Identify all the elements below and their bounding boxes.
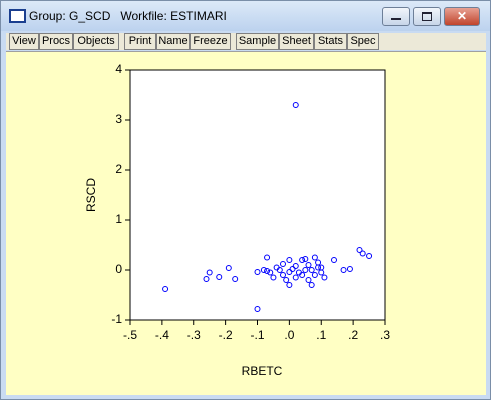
toolbar-button[interactable]: Freeze xyxy=(190,33,231,50)
point xyxy=(340,267,347,273)
point xyxy=(254,269,261,275)
toolbar-button[interactable]: View xyxy=(9,33,39,50)
point xyxy=(359,250,366,257)
toolbar-button[interactable]: Stats xyxy=(314,33,347,50)
point xyxy=(308,282,315,288)
point xyxy=(280,261,286,267)
point xyxy=(232,276,239,282)
x-tick-label: .3 xyxy=(380,328,390,342)
plot-area xyxy=(129,69,386,321)
point xyxy=(308,267,315,273)
point xyxy=(286,257,293,263)
y-axis-label: RSCD xyxy=(84,178,98,212)
point xyxy=(286,282,293,288)
point xyxy=(286,269,293,275)
window-title: Group: G_SCD Workfile: ESTIMARI xyxy=(29,9,227,23)
toolbar: View Procs Objects Print Name Freeze Sample She… xyxy=(6,33,486,50)
point xyxy=(162,286,169,292)
y-tick-label: 2 xyxy=(115,162,122,176)
x-tick-label: -.5 xyxy=(123,328,137,342)
x-axis-label: RBETC xyxy=(242,364,283,378)
point xyxy=(203,276,210,282)
point xyxy=(321,274,328,281)
y-tick-label: -1 xyxy=(111,312,122,326)
y-tick-label: 0 xyxy=(115,262,122,276)
point xyxy=(264,254,271,261)
point xyxy=(356,247,363,253)
point xyxy=(280,272,286,278)
point xyxy=(302,256,309,262)
point xyxy=(346,266,353,272)
point xyxy=(289,266,296,272)
toolbar-button[interactable]: Procs xyxy=(39,33,73,50)
point xyxy=(216,274,223,280)
x-tick-label: -.4 xyxy=(155,328,169,342)
point xyxy=(302,267,309,273)
point xyxy=(270,274,277,281)
point xyxy=(299,257,306,263)
point xyxy=(311,272,318,278)
y-tick-label: 1 xyxy=(115,212,122,226)
x-tick-label: -.2 xyxy=(219,328,233,342)
point xyxy=(292,102,299,108)
point xyxy=(267,269,274,276)
point xyxy=(260,267,267,273)
point xyxy=(283,277,290,283)
point xyxy=(276,267,283,273)
toolbar-button[interactable]: Print xyxy=(124,33,156,50)
x-tick-label: .2 xyxy=(348,328,358,342)
point xyxy=(305,277,312,283)
point xyxy=(292,263,299,269)
point xyxy=(315,264,322,271)
point xyxy=(225,265,232,271)
minimize-button[interactable] xyxy=(382,7,410,26)
toolbar-button[interactable]: Objects xyxy=(73,33,119,50)
x-tick-label: -.3 xyxy=(187,328,201,342)
point xyxy=(292,274,299,281)
toolbar-button[interactable]: Name xyxy=(156,33,190,50)
close-button[interactable]: ✕ xyxy=(444,7,480,26)
toolbar-button[interactable]: Sample xyxy=(236,33,279,50)
point xyxy=(206,269,213,276)
x-tick-label: .1 xyxy=(316,328,326,342)
maximize-button[interactable] xyxy=(413,7,441,26)
y-tick-label: 4 xyxy=(115,62,122,76)
x-tick-label: -.1 xyxy=(250,328,264,342)
point xyxy=(366,253,373,259)
window-icon xyxy=(9,9,26,23)
x-tick-label: .0 xyxy=(284,328,294,342)
point xyxy=(254,306,261,312)
point xyxy=(299,272,306,278)
point xyxy=(318,264,325,271)
point xyxy=(331,257,337,263)
point xyxy=(305,262,312,268)
title-bar: Group: G_SCD Workfile: ESTIMARI ✕ xyxy=(1,1,490,31)
y-tick-label: 3 xyxy=(115,112,122,126)
toolbar-button[interactable]: Sheet xyxy=(279,33,314,50)
point xyxy=(264,268,271,274)
toolbar-button[interactable]: Spec xyxy=(347,33,379,50)
point xyxy=(311,254,318,261)
